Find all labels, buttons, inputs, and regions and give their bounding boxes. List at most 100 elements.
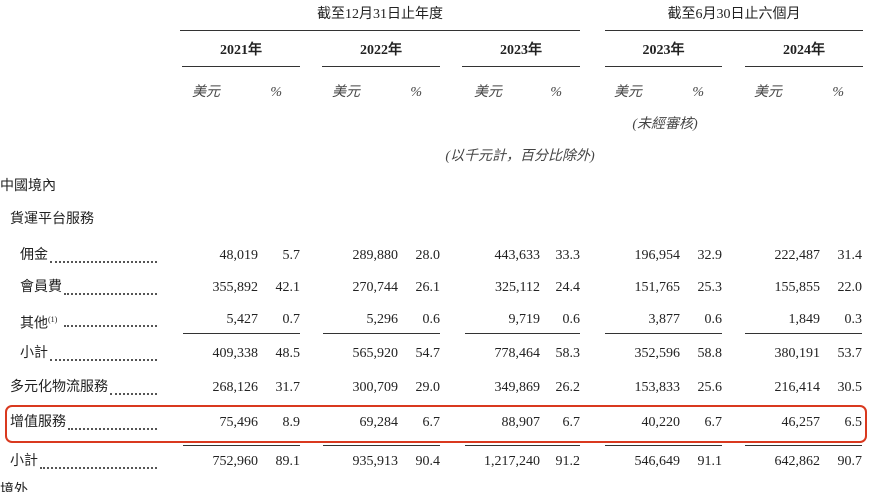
cell: 8.9 <box>282 415 301 430</box>
cell: 28.0 <box>415 248 441 263</box>
cell: 6.7 <box>704 415 723 430</box>
cell: 32.9 <box>697 248 723 263</box>
cell: 25.3 <box>697 280 723 295</box>
cell: 26.1 <box>415 280 441 295</box>
unit-header: 美元 <box>614 85 642 100</box>
rule <box>182 66 300 67</box>
cell: 30.5 <box>837 380 863 395</box>
dot-leader <box>64 325 157 327</box>
rule <box>605 30 863 31</box>
unit-header: % <box>832 85 844 100</box>
unit-header: % <box>550 85 562 100</box>
cell: 935,913 <box>352 454 399 469</box>
rule <box>605 66 722 67</box>
cell: 88,907 <box>501 415 541 430</box>
dot-leader <box>50 359 157 361</box>
cell: 409,338 <box>212 346 259 361</box>
cell: 9,719 <box>508 312 541 327</box>
rule <box>183 333 300 334</box>
group-header: 截至12月31日止年度 <box>317 7 443 22</box>
row-label: 佣金 <box>20 248 48 263</box>
cell: 355,892 <box>212 280 259 295</box>
cell: 91.1 <box>697 454 723 469</box>
dot-leader <box>110 393 157 395</box>
dot-leader <box>40 467 157 469</box>
footnote: (1) <box>48 315 58 324</box>
cell: 443,633 <box>494 248 541 263</box>
cell: 5.7 <box>282 248 301 263</box>
cell: 155,855 <box>774 280 821 295</box>
cell: 58.3 <box>555 346 581 361</box>
cell: 31.4 <box>837 248 863 263</box>
highlight-box <box>5 405 867 443</box>
row-label: 其他(1) <box>20 315 58 332</box>
group-header: 截至6月30日止六個月 <box>667 7 801 22</box>
rule <box>322 66 440 67</box>
cell: 6.7 <box>562 415 581 430</box>
rule <box>605 445 722 446</box>
row-label: 會員費 <box>20 280 62 295</box>
cell: 270,744 <box>352 280 399 295</box>
row-label: 小計 <box>10 454 38 469</box>
unit-note: (以千元計，百分比除外) <box>445 149 595 164</box>
cell: 53.7 <box>837 346 863 361</box>
cell: 46,257 <box>781 415 821 430</box>
year-header: 2021年 <box>220 43 262 58</box>
row-label: 增值服務 <box>10 415 66 430</box>
cell: 216,414 <box>774 380 821 395</box>
cell: 69,284 <box>359 415 399 430</box>
cell: 48.5 <box>275 346 301 361</box>
cell: 222,487 <box>774 248 821 263</box>
cell: 5,296 <box>366 312 399 327</box>
cell: 0.6 <box>562 312 581 327</box>
cell: 196,954 <box>634 248 681 263</box>
cell: 33.3 <box>555 248 581 263</box>
rule <box>323 445 440 446</box>
cell: 40,220 <box>641 415 681 430</box>
cell: 22.0 <box>837 280 863 295</box>
row-label: 多元化物流服務 <box>10 380 108 395</box>
rule <box>745 66 863 67</box>
rule <box>745 445 862 446</box>
cell: 546,649 <box>634 454 681 469</box>
rule <box>465 445 580 446</box>
unit-header: % <box>410 85 422 100</box>
dot-leader <box>50 261 157 263</box>
cell: 54.7 <box>415 346 441 361</box>
cell: 778,464 <box>494 346 541 361</box>
cell: 268,126 <box>212 380 259 395</box>
dot-leader <box>68 428 157 430</box>
cell: 90.4 <box>415 454 441 469</box>
cell: 153,833 <box>634 380 681 395</box>
cell: 352,596 <box>634 346 681 361</box>
cell: 0.6 <box>422 312 441 327</box>
cell: 0.7 <box>282 312 301 327</box>
cell: 642,862 <box>774 454 821 469</box>
cell: 151,765 <box>634 280 681 295</box>
rule <box>462 66 580 67</box>
cell: 0.6 <box>704 312 723 327</box>
dot-leader <box>64 293 157 295</box>
rule <box>745 333 862 334</box>
year-header: 2023年 <box>500 43 542 58</box>
cell: 349,869 <box>494 380 541 395</box>
row-label: 貨運平台服務 <box>10 212 94 227</box>
rule <box>465 333 580 334</box>
cell: 42.1 <box>275 280 301 295</box>
cell: 48,019 <box>219 248 259 263</box>
cell: 300,709 <box>352 380 399 395</box>
cell: 325,112 <box>495 280 540 295</box>
rule <box>323 333 440 334</box>
cell: 0.3 <box>844 312 863 327</box>
rule <box>183 445 300 446</box>
cell: 91.2 <box>555 454 581 469</box>
year-header: 2024年 <box>783 43 825 58</box>
cell: 24.4 <box>555 280 581 295</box>
cell: 289,880 <box>352 248 399 263</box>
unit-header: 美元 <box>192 85 220 100</box>
unit-header: 美元 <box>474 85 502 100</box>
cell: 26.2 <box>555 380 581 395</box>
cell: 6.7 <box>422 415 441 430</box>
cell: 752,960 <box>212 454 259 469</box>
